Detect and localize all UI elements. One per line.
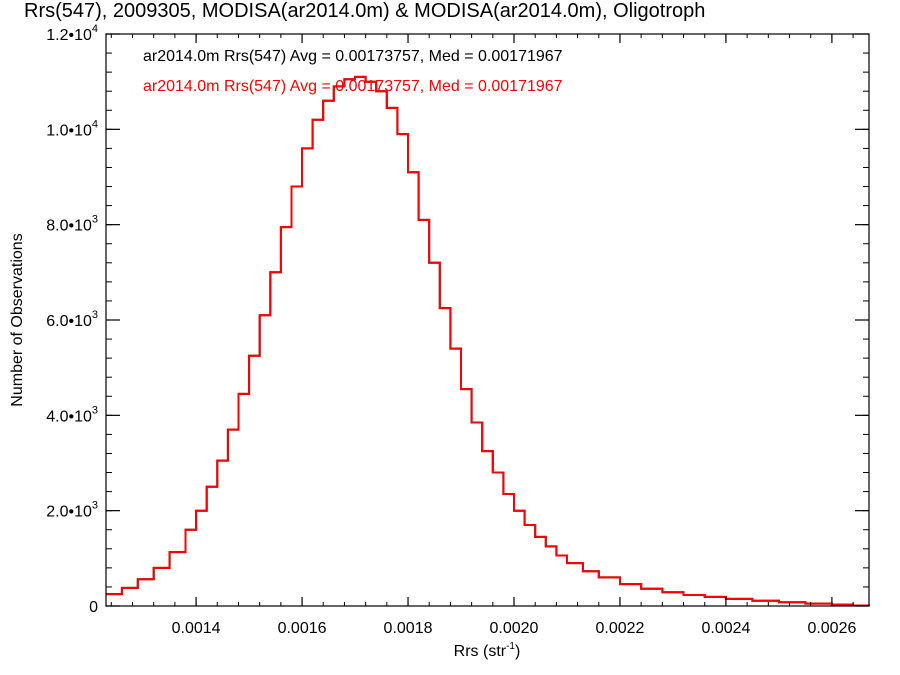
annotation-line-2: ar2014.0m Rrs(547) Avg = 0.00173757, Med…: [143, 78, 563, 95]
y-axis-ticks: 0 2.0•103 4.0•103 6.0•103 8.0•103 1.0•104 1.2•…: [46, 23, 869, 616]
y-tick-label: 1.2•104: [46, 23, 98, 44]
x-tick-label: 0.0022: [595, 620, 644, 637]
x-axis-ticks: 0.0014 0.0016 0.0018 0.0020 0.0022 0.0024 0.00…: [110, 34, 856, 637]
x-tick-label: 0.0014: [172, 620, 221, 637]
x-tick-label: 0.0018: [384, 620, 433, 637]
x-axis-label-text: Rrs (str: [454, 643, 507, 660]
y-tick-label: 1.0•104: [46, 118, 98, 139]
plot-frame: [105, 33, 870, 607]
x-tick-label: 0.0016: [278, 620, 327, 637]
chart-title: Rrs(547), 2009305, MODISA(ar2014.0m) & M…: [24, 0, 706, 22]
annotations: ar2014.0m Rrs(547) Avg = 0.00173757, Med…: [143, 48, 563, 95]
x-tick-label: 0.0020: [490, 620, 539, 637]
y-axis-label: Number of Observations: [9, 233, 26, 406]
y-tick-label: 2.0•103: [46, 500, 98, 521]
histogram-series-1: [106, 75, 870, 607]
y-tick-label: 0: [89, 599, 98, 616]
y-tick-label: 8.0•103: [46, 214, 98, 235]
x-axis-label-superscript: -1: [506, 641, 515, 652]
x-axis-label-tail: ): [515, 643, 520, 660]
annotation-line-1: ar2014.0m Rrs(547) Avg = 0.00173757, Med…: [143, 48, 563, 65]
x-tick-label: 0.0024: [701, 620, 750, 637]
x-tick-label: 0.0026: [807, 620, 856, 637]
y-tick-label: 4.0•103: [46, 404, 98, 425]
series-layer: [106, 75, 870, 607]
y-tick-label: 6.0•103: [46, 309, 98, 330]
histogram-series-2: [106, 75, 870, 607]
x-axis-label: Rrs (str-1): [454, 641, 521, 660]
